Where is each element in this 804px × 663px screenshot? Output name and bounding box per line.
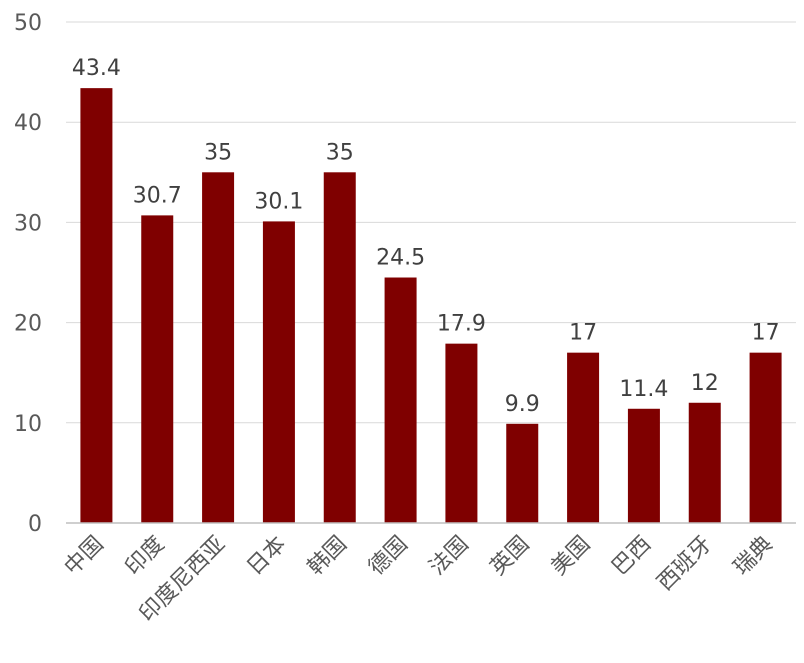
y-axis-tick-labels: 0 10 20 30 40 50	[14, 11, 42, 537]
bar-1	[80, 88, 113, 523]
data-label: 30.1	[254, 189, 303, 214]
data-label: 35	[326, 140, 354, 165]
category-label: 德国	[364, 532, 413, 581]
category-label: 美国	[547, 532, 596, 581]
bars	[80, 88, 782, 524]
category-label: 西班牙	[653, 532, 717, 596]
bar-4	[262, 221, 295, 523]
y-tick-label: 40	[14, 111, 42, 136]
y-tick-label: 0	[28, 512, 42, 537]
category-label: 韩国	[303, 532, 352, 581]
category-label: 瑞典	[729, 532, 778, 581]
data-label: 43.4	[72, 56, 121, 81]
bar-5	[323, 172, 356, 524]
bar-11	[688, 402, 721, 523]
bar-10	[627, 408, 660, 523]
y-tick-label: 30	[14, 211, 42, 236]
category-label: 巴西	[607, 532, 656, 581]
bar-7	[445, 343, 478, 523]
bar-9	[567, 352, 600, 523]
gridlines	[66, 21, 796, 424]
category-label: 法国	[425, 532, 474, 581]
category-label: 日本	[242, 532, 291, 581]
y-tick-label: 50	[14, 11, 42, 36]
category-label: 印度	[121, 532, 170, 581]
bar-8	[506, 423, 539, 523]
category-label: 中国	[60, 532, 109, 581]
data-label: 17	[752, 321, 780, 346]
data-label: 17	[569, 321, 597, 346]
data-label: 9.9	[505, 392, 540, 417]
y-tick-label: 10	[14, 412, 42, 437]
bar-12	[749, 352, 782, 523]
data-label: 30.7	[133, 183, 182, 208]
bar-2	[141, 215, 174, 524]
category-label: 英国	[486, 532, 535, 581]
data-label: 12	[691, 371, 719, 396]
bar-6	[384, 277, 417, 523]
data-labels: 43.4 30.7 35 30.1 35 24.5 17.9 9.9 17 11.4 12 17	[72, 56, 780, 417]
y-tick-label: 20	[14, 312, 42, 337]
data-label: 35	[204, 140, 232, 165]
bar-3	[202, 172, 235, 524]
data-label: 24.5	[376, 246, 425, 271]
data-label: 17.9	[437, 312, 486, 337]
data-label: 11.4	[619, 377, 668, 402]
